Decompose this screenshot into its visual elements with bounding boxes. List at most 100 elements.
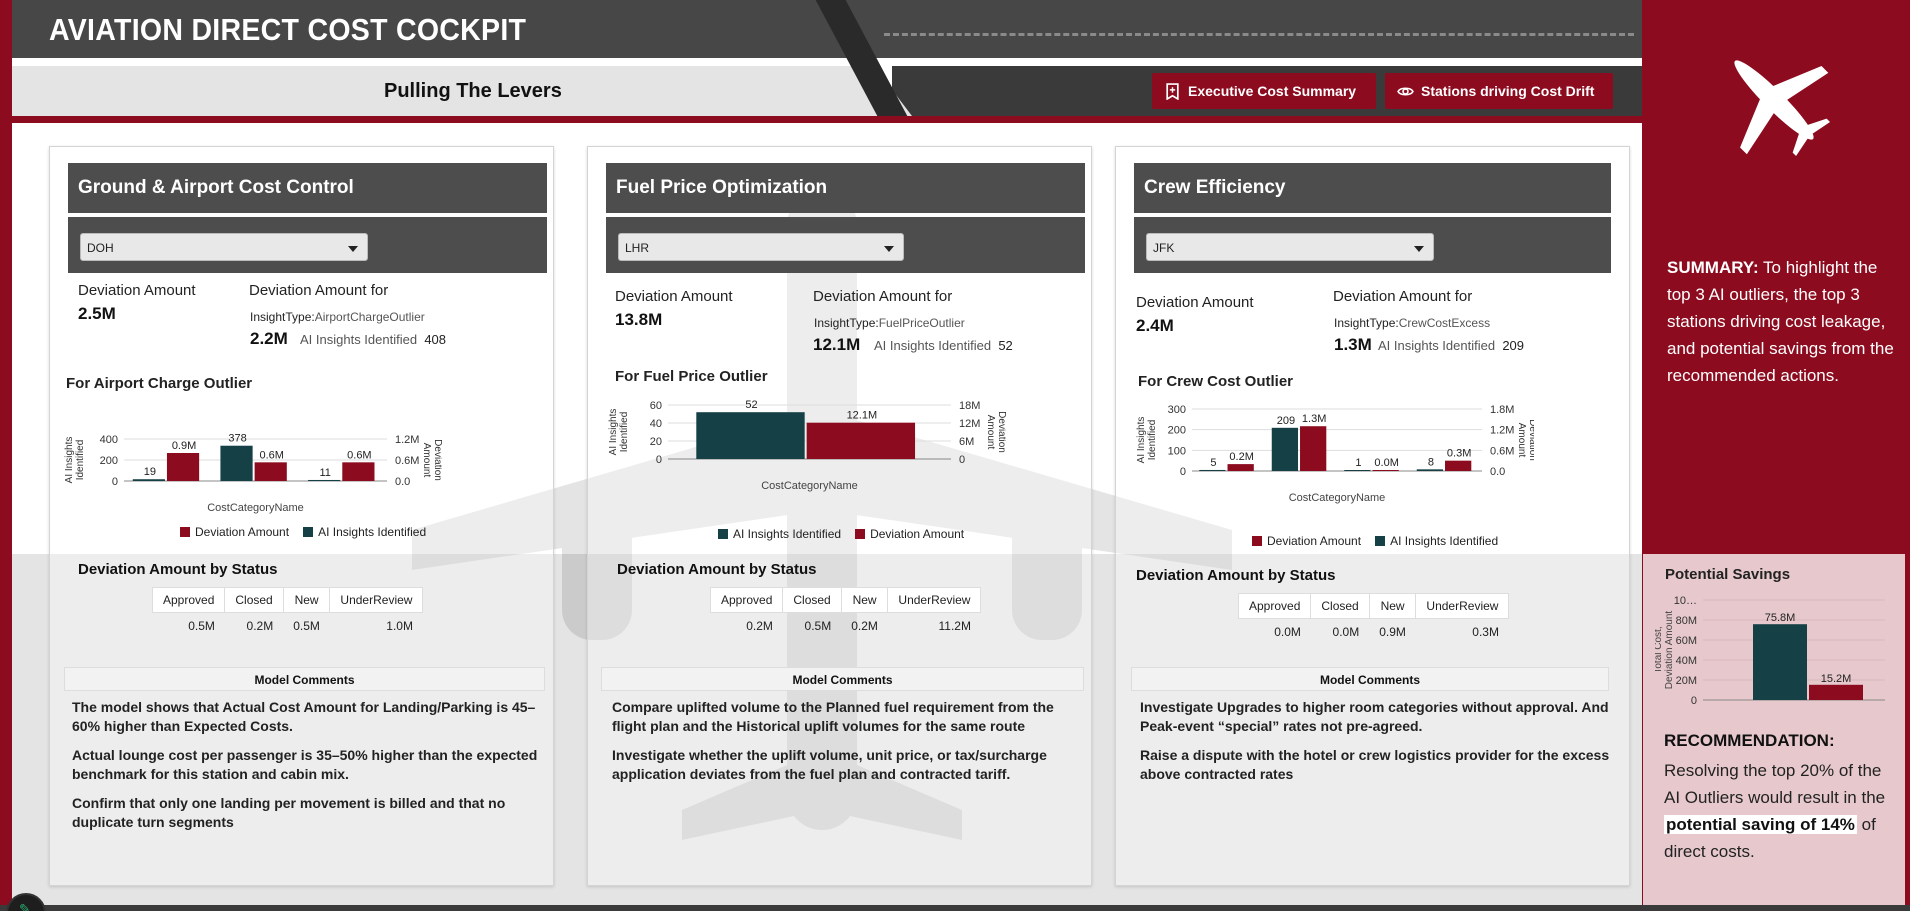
bar-value-label: 0.9M — [172, 440, 196, 452]
legend-item-ai-insights[interactable]: AI Insights Identified — [303, 525, 426, 539]
status-header-new: New — [1368, 593, 1417, 619]
model-comment: Confirm that only one landing per moveme… — [72, 795, 506, 830]
fuel-price-optimization-card: Fuel Price Optimization LHR Deviation Am… — [587, 146, 1092, 886]
model-comment: The model shows that Actual Cost Amount … — [72, 699, 536, 734]
chart-bar — [254, 462, 287, 481]
deviation-amount-label: Deviation Amount — [78, 282, 196, 299]
status-value-row: 0.2M 0.5M 0.2M 11.2M — [711, 613, 981, 640]
recommendation-body: Resolving the top 20% of the AI Outliers… — [1664, 761, 1886, 807]
stations-cost-drift-button[interactable]: Stations driving Cost Drift — [1385, 73, 1613, 109]
executive-cost-summary-button[interactable]: Executive Cost Summary — [1152, 73, 1376, 109]
y-tick-label: 100 — [1168, 445, 1186, 457]
legend-label-deviation: Deviation Amount — [195, 525, 290, 539]
legend-item-ai-insights[interactable]: AI Insights Identified — [718, 527, 841, 541]
bar-value-label: 0.3M — [1447, 448, 1471, 460]
chart-bar — [132, 479, 165, 481]
y2-tick-label: 1.8M — [1490, 404, 1514, 416]
y-tick-label: 80M — [1676, 615, 1697, 627]
card-title: Crew Efficiency — [1134, 163, 1611, 213]
y-tick-label: 10… — [1674, 595, 1697, 607]
legend-item-ai-insights[interactable]: AI Insights Identified — [1375, 534, 1498, 548]
legend-label-ai-insights: AI Insights Identified — [733, 527, 842, 541]
y2-axis-label-line: Amount — [1516, 423, 1527, 458]
recommendation-title: RECOMMENDATION: — [1664, 731, 1835, 750]
legend-label-deviation: Deviation Amount — [1267, 534, 1362, 548]
legend-label-ai-insights: AI Insights Identified — [318, 525, 427, 539]
status-header-approved: Approved — [709, 587, 784, 613]
status-header-closed: Closed — [782, 587, 842, 613]
y-tick-label: 300 — [1168, 404, 1186, 416]
chart-bar — [1416, 469, 1444, 471]
status-header-row: Approved Closed New UnderReview — [151, 587, 424, 613]
bar-value-label: 209 — [1277, 415, 1295, 427]
station-select[interactable]: DOH — [80, 233, 368, 261]
model-comments-header: Model Comments — [1131, 667, 1609, 691]
bar-value-label: 8 — [1428, 456, 1434, 468]
chart-title: For Airport Charge Outlier — [66, 375, 253, 392]
model-comment: Actual lounge cost per passenger is 35–5… — [72, 747, 538, 782]
y-axis-label: AI InsightsIdentified — [608, 409, 630, 456]
status-value-closed: 0.0M — [1332, 625, 1360, 639]
status-table-title: Deviation Amount by Status — [1136, 567, 1336, 584]
chart-bar — [1271, 427, 1299, 471]
executive-cost-summary-label: Executive Cost Summary — [1188, 83, 1357, 99]
deviation-amount-for-value: 2.2M — [250, 329, 288, 348]
legend-swatch-deviation — [180, 527, 190, 537]
legend-swatch-deviation — [1252, 536, 1262, 546]
bottom-bar — [0, 905, 1910, 911]
recommendation-highlight: potential saving of 14% — [1664, 815, 1857, 834]
station-filter-bar: DOH — [68, 217, 547, 273]
legend-swatch-ai-insights — [303, 527, 314, 537]
y-axis-label-line: Identified — [619, 412, 630, 453]
insight-type-value: AirportChargeOutlier — [314, 310, 425, 324]
x-axis-label: CostCategoryName — [207, 502, 304, 514]
y2-axis-label-line: Amount — [421, 443, 432, 478]
status-value-underreview: 0.3M — [1472, 625, 1499, 639]
status-value-new: 0.5M — [293, 619, 320, 633]
y-tick-label: 20 — [650, 436, 662, 448]
legend-item-deviation[interactable]: Deviation Amount — [180, 525, 289, 539]
y-axis-label-line: Total Cost, — [1655, 626, 1664, 673]
legend-item-deviation[interactable]: Deviation Amount — [855, 527, 964, 541]
runway-dash-decoration — [884, 33, 1634, 36]
page-subtitle: Pulling The Levers — [384, 80, 562, 102]
status-table-title: Deviation Amount by Status — [617, 561, 817, 578]
chart-bar — [1445, 460, 1472, 471]
status-header-new: New — [840, 587, 889, 613]
chart-bar — [166, 453, 200, 481]
bar-value-label: 12.1M — [847, 410, 878, 422]
chart-bar — [220, 445, 253, 481]
subtitle-bar — [12, 66, 912, 116]
model-comments: Investigate Upgrades to higher room cate… — [1140, 698, 1616, 794]
summary-body: To highlight the top 3 AI outliers, the … — [1667, 258, 1894, 385]
recommendation-body-end: of direct costs. — [1664, 815, 1876, 861]
status-value-approved: 0.5M — [188, 619, 215, 633]
stations-cost-drift-label: Stations driving Cost Drift — [1421, 83, 1595, 99]
legend-label-deviation: Deviation Amount — [870, 527, 965, 541]
app-title: AVIATION DIRECT COST COCKPIT — [49, 12, 527, 47]
status-value-closed: 0.5M — [804, 619, 832, 633]
y-tick-label: 0 — [656, 454, 662, 466]
status-value-new: 0.9M — [1379, 625, 1406, 639]
bar-value-label: 19 — [144, 466, 156, 478]
station-select[interactable]: JFK — [1146, 233, 1434, 261]
status-header-new: New — [282, 587, 331, 613]
deviation-amount-for-value: 1.3M — [1334, 335, 1372, 354]
status-value-closed: 0.2M — [246, 619, 274, 633]
legend-item-deviation[interactable]: Deviation Amount — [1252, 534, 1361, 548]
insight-type-label: InsightType: — [814, 316, 879, 330]
status-header-closed: Closed — [224, 587, 284, 613]
y-axis-label-line: AI Insights — [608, 409, 619, 456]
status-header-approved: Approved — [151, 587, 226, 613]
station-select[interactable]: LHR — [618, 233, 904, 261]
bar-value-label: 0.2M — [1229, 451, 1253, 463]
y2-axis-label-line: Amount — [985, 415, 996, 450]
deviation-amount-value: 13.8M — [615, 310, 663, 329]
y-tick-label: 60M — [1676, 635, 1697, 647]
bar-value-label: 0.0M — [1374, 457, 1398, 469]
y2-tick-label: 12M — [959, 418, 980, 430]
y2-axis-label-line: Deviation — [1527, 419, 1534, 461]
header: AVIATION DIRECT COST COCKPIT Pulling The… — [12, 0, 1642, 123]
crew-cost-outlier-chart: 0 0.0 100 0.6M 200 1.2M 300 1.8M AI InsightsIden… — [1136, 404, 1534, 504]
card-title: Ground & Airport Cost Control — [68, 163, 547, 213]
